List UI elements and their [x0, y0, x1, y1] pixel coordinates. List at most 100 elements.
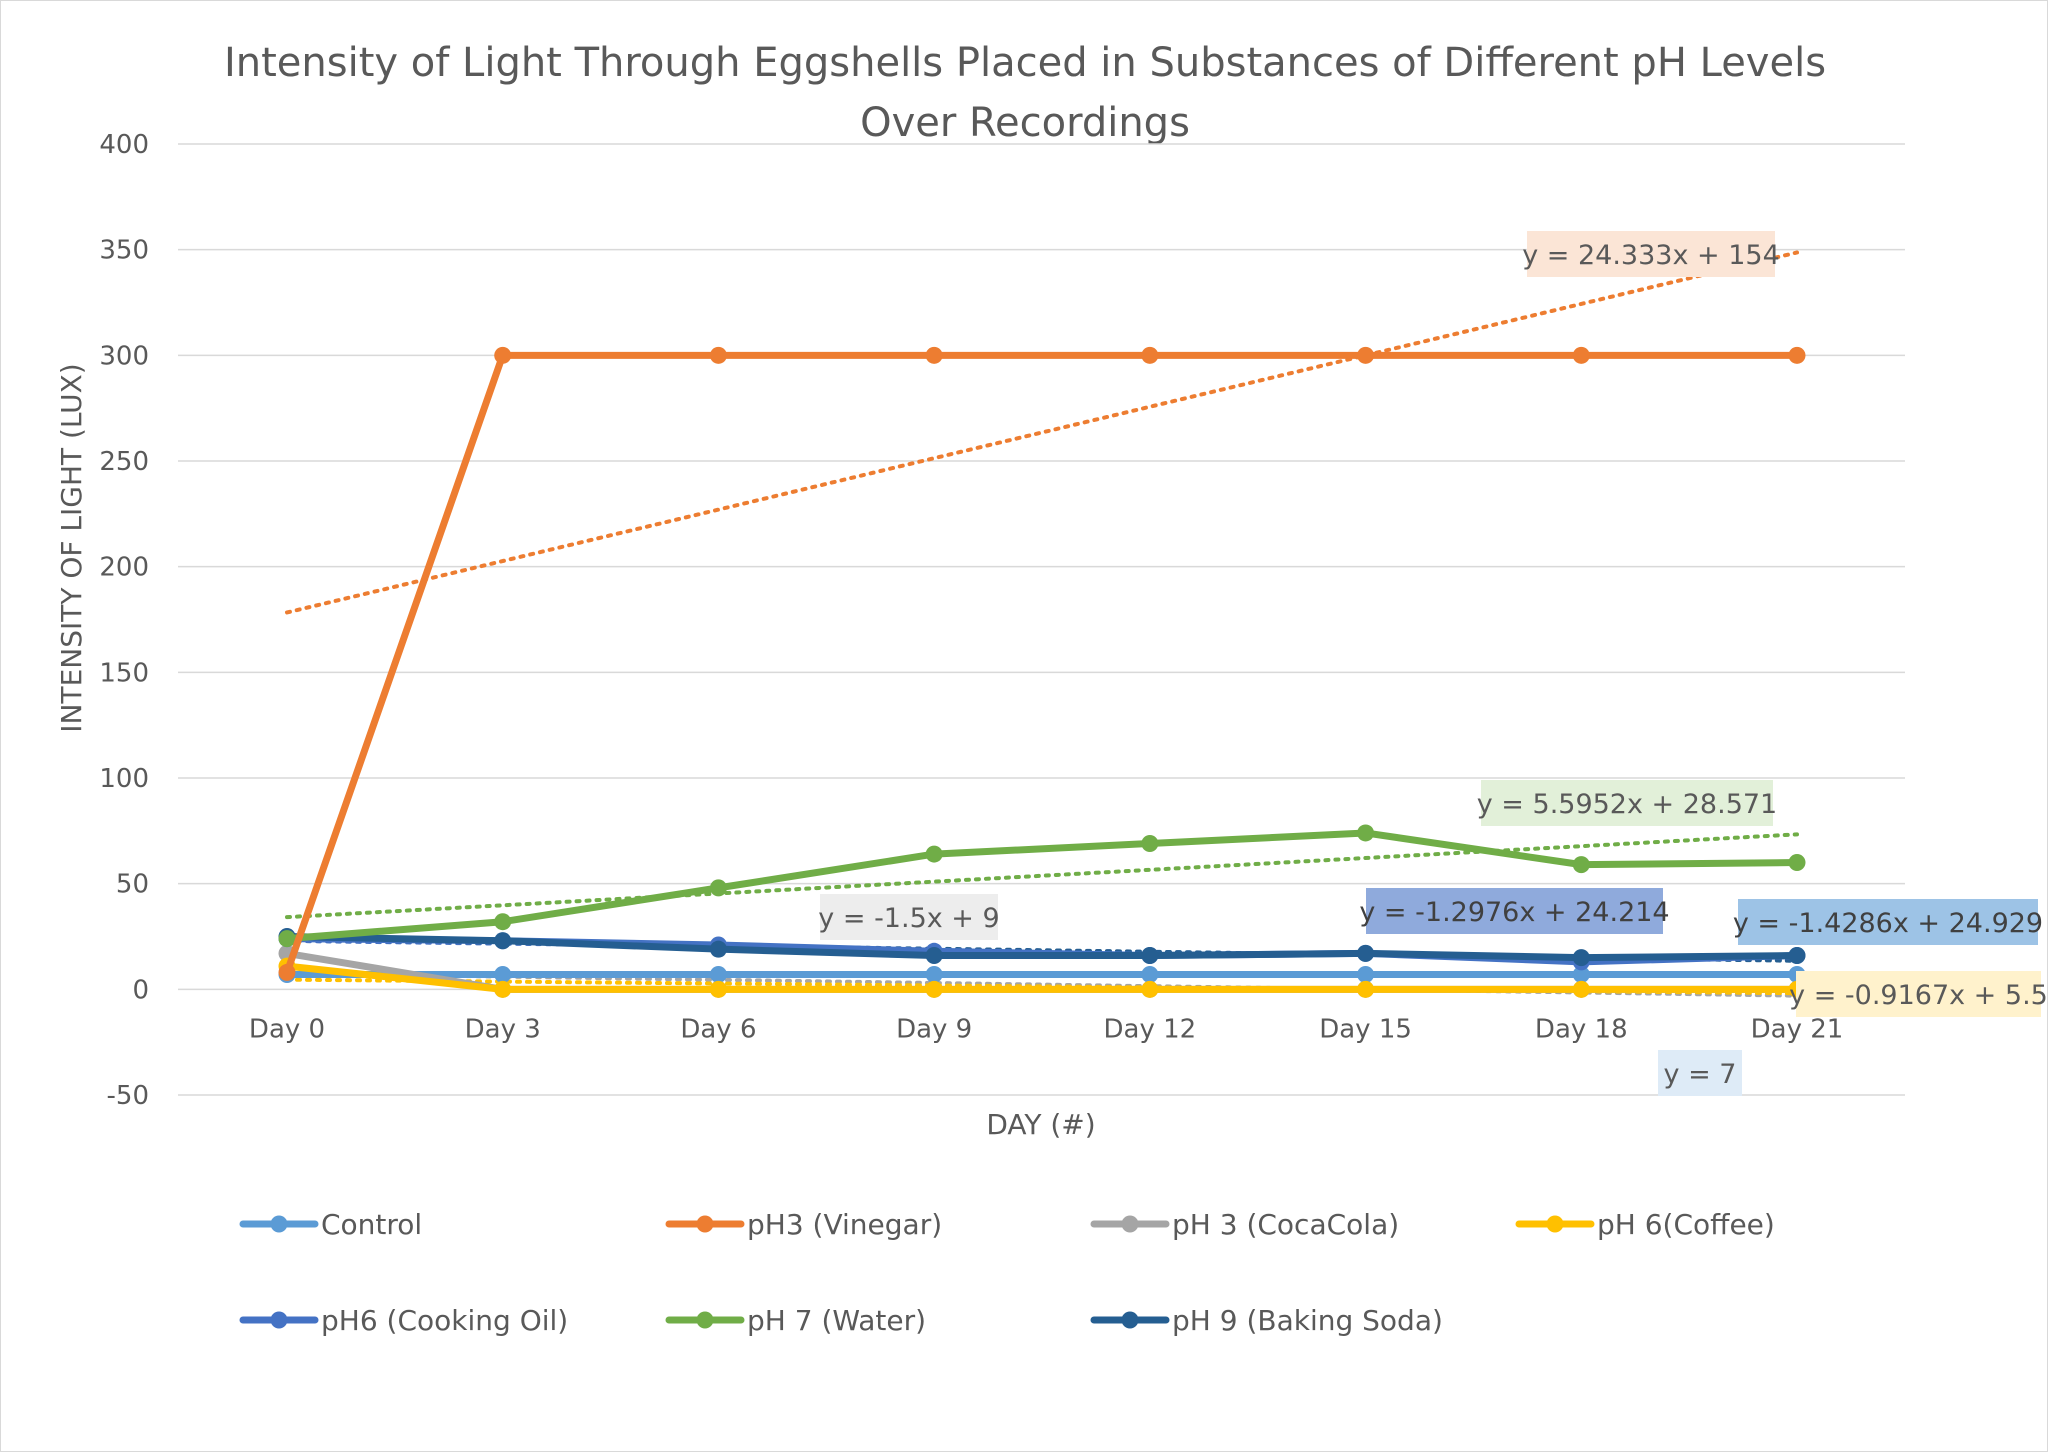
- legend: Control pH3 (Vinegar) pH 3 (CocaCola) pH 6(…: [239, 1208, 1775, 1337]
- data-point-control: [709, 966, 727, 984]
- trendline-ph3-vinegar: [285, 250, 1799, 615]
- data-point-ph-6-coffee: [1572, 980, 1590, 998]
- trendline-equation-box: [1658, 1050, 1742, 1096]
- legend-swatch-marker: [270, 1215, 288, 1233]
- data-point-ph3-vinegar: [1357, 346, 1375, 364]
- series-line-ph-9-baking-soda: [283, 933, 1801, 962]
- trendline-equation-text: y = -1.5x + 9: [818, 903, 999, 934]
- trendline-equation-text: y = 24.333x + 154: [1522, 240, 1780, 271]
- data-point-ph3-vinegar: [1572, 346, 1590, 364]
- trendline-equation-text: y = 5.5952x + 28.571: [1477, 789, 1777, 820]
- data-point-control: [1572, 966, 1590, 984]
- data-point-ph3-vinegar: [494, 346, 512, 364]
- y-axis-ticks: -50 0 50 100 150 200 250 300 350 400: [99, 130, 149, 1111]
- data-point-ph3-vinegar: [1788, 346, 1806, 364]
- y-tick-label: 0: [132, 975, 149, 1005]
- data-point-ph-9-baking-soda: [925, 947, 943, 965]
- y-tick-label: 350: [99, 236, 149, 266]
- data-point-ph-7-water: [1141, 835, 1159, 853]
- data-point-ph-6-coffee: [925, 980, 943, 998]
- data-series: [278, 346, 1806, 998]
- series-ph3-vinegar: [278, 346, 1806, 981]
- trendline-equation-label: y = -1.5x + 9: [818, 894, 1000, 940]
- data-point-ph-7-water: [925, 845, 943, 863]
- chart-title: Intensity of Light Through Eggshells Pla…: [224, 40, 1826, 146]
- data-point-ph-6-coffee: [1357, 980, 1375, 998]
- x-axis-ticks: Day 0 Day 3 Day 6 Day 9 Day 12 Day 15 Day 18 Da…: [249, 1014, 1843, 1044]
- trendline-equation-label: y = 24.333x + 154: [1522, 231, 1780, 277]
- series-line-ph-6-coffee: [283, 962, 1801, 993]
- x-tick-label: Day 15: [1319, 1014, 1412, 1044]
- legend-label: pH 7 (Water): [747, 1304, 926, 1337]
- data-point-ph-7-water: [709, 879, 727, 897]
- data-point-ph-7-water: [278, 930, 296, 948]
- legend-swatch-marker: [1546, 1215, 1564, 1233]
- data-point-ph-9-baking-soda: [1572, 949, 1590, 967]
- trendline-equation-box: [1366, 888, 1663, 934]
- chart-title-line-1: Intensity of Light Through Eggshells Pla…: [224, 40, 1826, 86]
- trendline-equation-label: y = -1.2976x + 24.214: [1359, 888, 1670, 934]
- legend-label: pH3 (Vinegar): [747, 1208, 942, 1241]
- trendline-equation-label: y = 5.5952x + 28.571: [1477, 780, 1777, 826]
- data-point-ph3-vinegar: [925, 346, 943, 364]
- y-tick-label: 100: [99, 764, 149, 794]
- legend-label: pH 6(Coffee): [1597, 1208, 1775, 1241]
- x-tick-label: Day 12: [1104, 1014, 1197, 1044]
- trendline-equation-text: y = -1.4286x + 24.929: [1733, 908, 2043, 939]
- data-point-ph-6-coffee: [1141, 980, 1159, 998]
- legend-item-ph6-cooking-oil: pH6 (Cooking Oil): [239, 1304, 568, 1337]
- data-point-ph-7-water: [1788, 854, 1806, 872]
- y-tick-label: 300: [99, 341, 149, 371]
- legend-item-control: Control: [239, 1208, 422, 1241]
- trendline-equation-box: [1481, 780, 1773, 826]
- legend-label: pH 9 (Baking Soda): [1172, 1304, 1443, 1337]
- y-tick-label: 50: [116, 870, 149, 900]
- x-tick-label: Day 9: [896, 1014, 972, 1044]
- trendline-ph-7-water: [285, 832, 1799, 920]
- data-point-ph-6-coffee: [709, 980, 727, 998]
- y-tick-label: 400: [99, 130, 149, 160]
- data-point-control: [925, 966, 943, 984]
- data-point-ph-9-baking-soda: [1141, 947, 1159, 965]
- data-point-ph-9-baking-soda: [1788, 947, 1806, 965]
- legend-label: pH 3 (CocaCola): [1172, 1208, 1399, 1241]
- legend-item-ph-7-water: pH 7 (Water): [665, 1304, 926, 1337]
- legend-item-ph-6-coffee: pH 6(Coffee): [1515, 1208, 1775, 1241]
- trendline-equation-box: [1796, 971, 2041, 1017]
- trendline-equation-box: [1527, 231, 1775, 277]
- y-axis-title: INTENSITY OF LIGHT (LUX): [55, 363, 88, 732]
- x-axis-title: DAY (#): [986, 1108, 1095, 1141]
- y-tick-label: 150: [99, 658, 149, 688]
- series-line-ph3-vinegar: [283, 351, 1801, 976]
- data-point-ph-6-coffee: [494, 980, 512, 998]
- data-point-ph3-vinegar: [1141, 346, 1159, 364]
- series-line-ph-7-water: [283, 829, 1801, 943]
- y-tick-label: 250: [99, 447, 149, 477]
- data-point-ph-9-baking-soda: [709, 940, 727, 958]
- data-point-ph-7-water: [1572, 856, 1590, 874]
- data-point-control: [494, 966, 512, 984]
- trendline-equation-label: y = -0.9167x + 5.5: [1789, 971, 2048, 1017]
- legend-item-ph3-vinegar: pH3 (Vinegar): [665, 1208, 942, 1241]
- trendline-equation-text: y = -0.9167x + 5.5: [1789, 980, 2048, 1011]
- data-point-ph3-vinegar: [709, 346, 727, 364]
- data-point-ph-9-baking-soda: [494, 932, 512, 950]
- x-tick-label: Day 21: [1751, 1014, 1844, 1044]
- legend-item-ph-9-baking-soda: pH 9 (Baking Soda): [1090, 1304, 1443, 1337]
- legend-item-ph-3-cocacola: pH 3 (CocaCola): [1090, 1208, 1399, 1241]
- data-point-ph3-vinegar: [278, 963, 296, 981]
- x-tick-label: Day 0: [249, 1014, 325, 1044]
- legend-swatch-marker: [696, 1215, 714, 1233]
- x-tick-label: Day 3: [465, 1014, 541, 1044]
- data-point-control: [1357, 966, 1375, 984]
- trendline-equation-text: y = -1.2976x + 24.214: [1359, 897, 1669, 928]
- series-ph-7-water: [278, 824, 1806, 948]
- trendline-equations: y = 24.333x + 154 y = 5.5952x + 28.571 y =…: [818, 231, 2048, 1096]
- data-point-ph-7-water: [494, 913, 512, 931]
- data-point-ph-7-water: [1357, 824, 1375, 842]
- y-tick-label: 200: [99, 553, 149, 583]
- trendline-equation-label: y = 7: [1658, 1050, 1742, 1096]
- legend-swatch-marker: [270, 1311, 288, 1329]
